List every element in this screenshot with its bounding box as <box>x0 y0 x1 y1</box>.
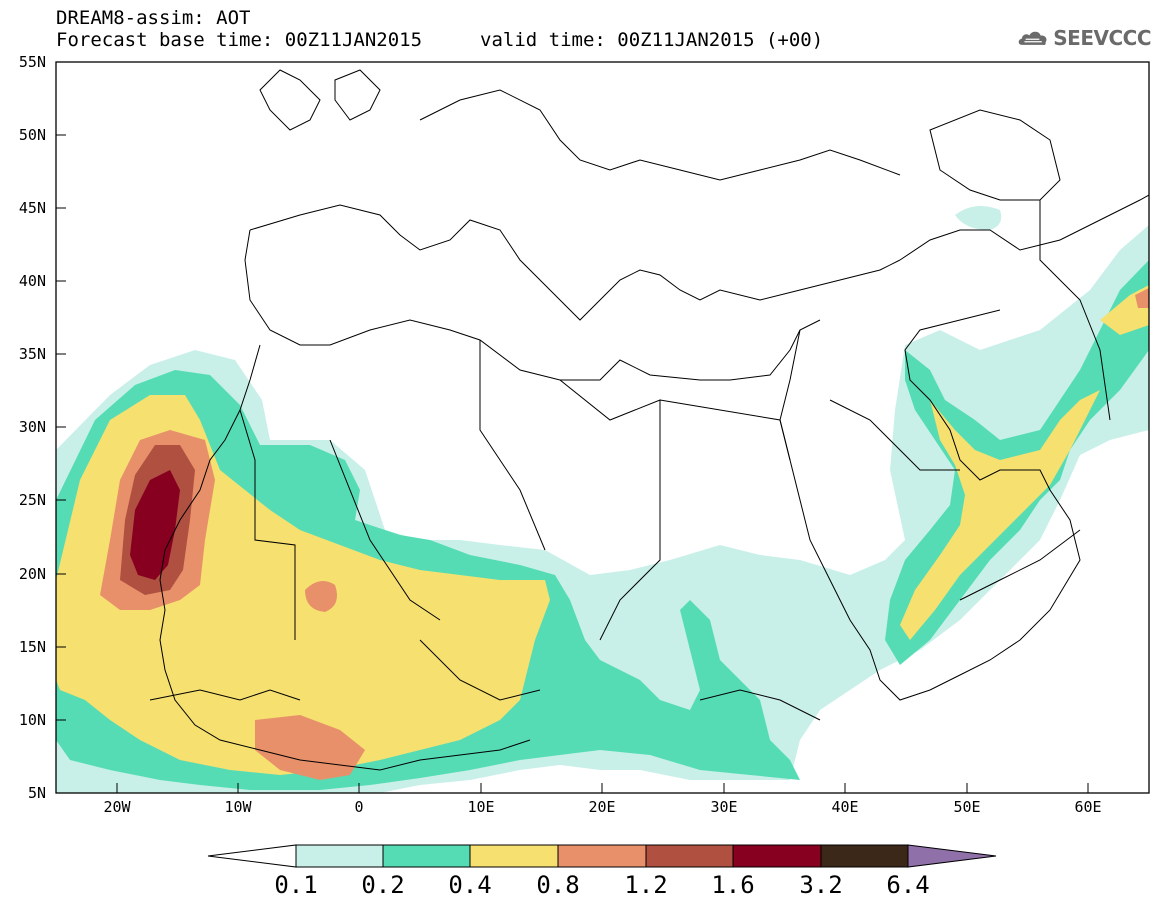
lat-label: 50N <box>19 126 46 144</box>
colorbar-low-arrow <box>207 844 297 868</box>
lat-label: 20N <box>19 565 46 583</box>
lon-label: 10E <box>467 798 494 816</box>
seevccc-logo: SEEVCCC <box>1017 20 1151 56</box>
valid-time: valid time: 00Z11JAN2015 (+00) <box>480 29 824 51</box>
lat-label: 30N <box>19 418 46 436</box>
colorbar-bin <box>732 844 822 868</box>
axis-ticks <box>56 61 1089 793</box>
aot-contour-0.4-arabia <box>900 390 1100 640</box>
lat-label: 40N <box>19 272 46 290</box>
longitude-labels: 20W 10W 0 10E 20E 30E 40E 50E 60E <box>103 798 1101 816</box>
cloud-logo-icon <box>1018 31 1047 46</box>
colorbar-bin <box>295 844 384 868</box>
colorbar-labels: 0.1 0.2 0.4 0.8 1.2 1.6 3.2 6.4 <box>274 871 929 899</box>
lat-label: 45N <box>19 199 46 217</box>
coastlines <box>149 69 1149 771</box>
aot-contour-0.8-gulf <box>255 715 365 780</box>
colorbar-label: 1.6 <box>711 871 754 899</box>
lon-label: 20E <box>588 798 615 816</box>
colorbar-bin <box>382 844 471 868</box>
colorbar <box>207 844 997 868</box>
lat-label: 35N <box>19 345 46 363</box>
colorbar-high-arrow <box>907 844 997 868</box>
aot-contour-1.6 <box>130 470 180 580</box>
colorbar-label: 3.2 <box>799 871 842 899</box>
lat-label: 10N <box>19 711 46 729</box>
colorbar-label: 0.8 <box>536 871 579 899</box>
map-title: DREAM8-assim: AOT <box>56 7 251 29</box>
colorbar-bin <box>557 844 647 868</box>
forecast-base-time: Forecast base time: 00Z11JAN2015 <box>56 29 423 51</box>
lat-label: 15N <box>19 638 46 656</box>
aot-field <box>56 206 1149 793</box>
colorbar-label: 0.2 <box>361 871 404 899</box>
colorbar-label: 1.2 <box>624 871 667 899</box>
colorbar-label: 0.4 <box>448 871 491 899</box>
aot-patch-ne <box>1135 288 1149 308</box>
lon-label: 40E <box>831 798 858 816</box>
lat-label: 5N <box>28 784 46 802</box>
aot-patch <box>305 581 338 612</box>
colorbar-bin <box>645 844 734 868</box>
colorbar-bin <box>820 844 909 868</box>
colorbar-label: 6.4 <box>886 871 929 899</box>
colorbar-bin <box>469 844 559 868</box>
latitude-labels: 55N 50N 45N 40N 35N 30N 25N 20N 15N 10N … <box>19 53 46 802</box>
lon-label: 60E <box>1074 798 1101 816</box>
colorbar-label: 0.1 <box>274 871 317 899</box>
lon-label: 10W <box>224 798 252 816</box>
lon-label: 20W <box>103 798 131 816</box>
lat-label: 55N <box>19 53 46 71</box>
lon-label: 30E <box>710 798 737 816</box>
logo-text: SEEVCCC <box>1053 26 1151 50</box>
lat-label: 25N <box>19 491 46 509</box>
lon-label: 0 <box>354 798 363 816</box>
lon-label: 50E <box>953 798 980 816</box>
caspian-patch <box>955 206 1002 230</box>
